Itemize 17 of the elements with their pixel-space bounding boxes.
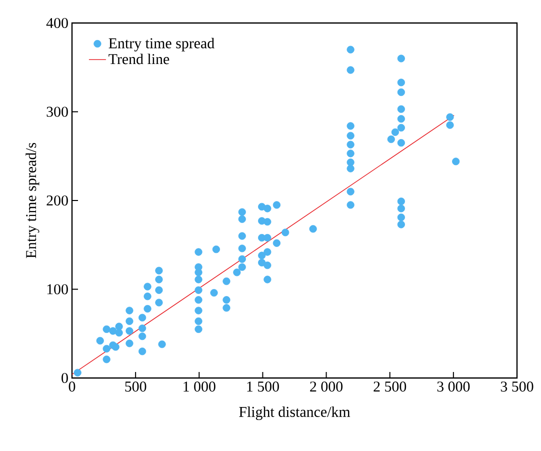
- x-axis-title: Flight distance/km: [239, 406, 350, 420]
- y-tick-label: 0: [62, 372, 68, 384]
- x-tick-label: 500: [125, 382, 146, 392]
- x-tick-label: 1 000: [184, 382, 216, 392]
- y-tick-label: 100: [47, 284, 68, 294]
- legend-label: Trend line: [108, 54, 170, 64]
- x-tick-label: 2 500: [374, 382, 406, 392]
- x-tick-label: 0: [68, 382, 76, 392]
- y-tick-label: 400: [46, 18, 68, 28]
- y-tick-label: 300: [46, 106, 68, 117]
- x-tick-label: 3 500: [500, 382, 534, 392]
- y-axis-title: Entry time spread/s: [26, 142, 40, 258]
- legend-label: Entry time spread: [108, 38, 214, 52]
- x-tick-label: 1 500: [247, 382, 279, 392]
- x-tick-label: 2 000: [310, 382, 343, 392]
- y-tick-label: 200: [46, 195, 68, 206]
- x-tick-label: 3 000: [437, 382, 470, 392]
